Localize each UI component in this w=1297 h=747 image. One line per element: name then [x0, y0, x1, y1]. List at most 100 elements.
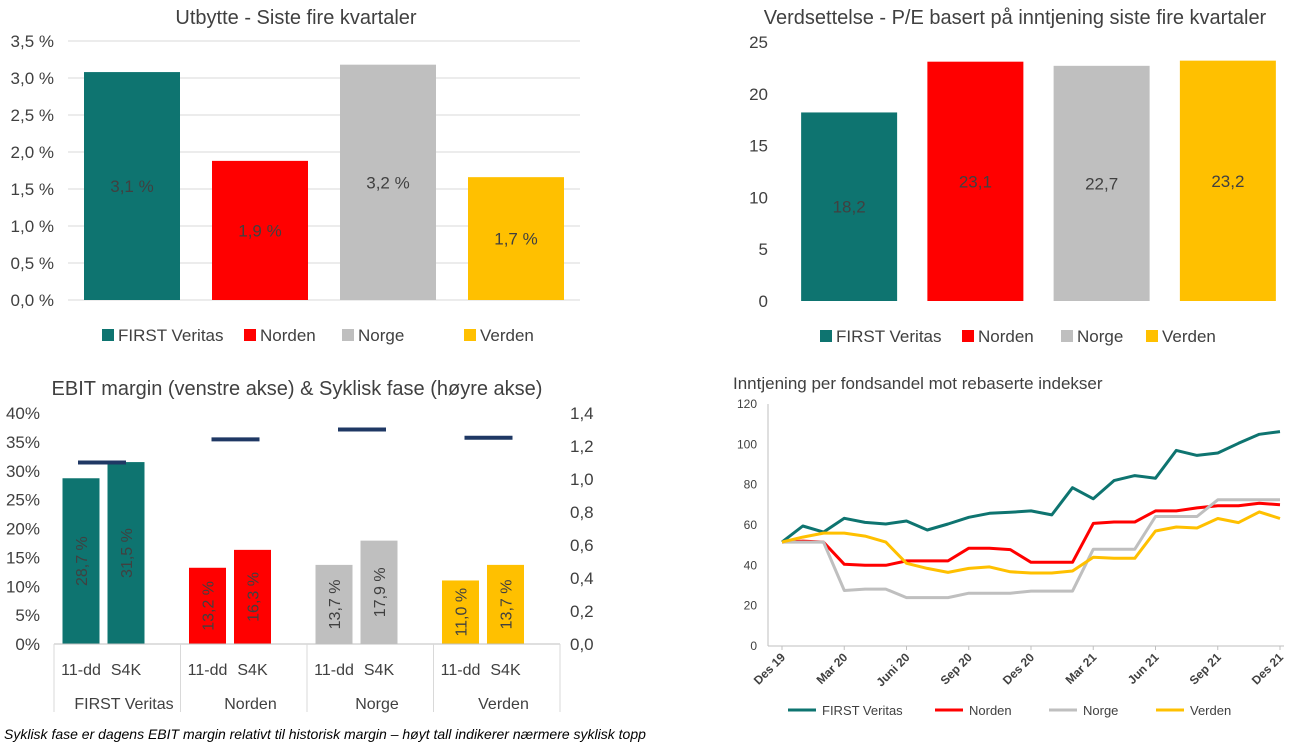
earnings-x-tick-label: Des 20 [1000, 650, 1037, 687]
ebit-data-label: 11,0 % [454, 588, 471, 637]
dividend-data-label: 3,1 % [110, 177, 153, 196]
dividend-legend-label: Norge [358, 326, 404, 345]
dividend-y-tick-label: 3,5 % [11, 32, 54, 51]
earnings-x-ticks: Des 19 Mar 20 Juni 20 Sep 20 Des 20 Mar 21 Jun… [751, 646, 1286, 689]
earnings-legend-label: Norden [969, 703, 1012, 718]
ebit-bar-verden-11-dd [442, 580, 479, 644]
earnings-x-tick-label: Mar 21 [1063, 650, 1100, 687]
ebit-y2-tick-label: 0,0 [570, 635, 594, 654]
ebit-y2-tick-label: 1,4 [570, 404, 594, 423]
pe-legend-label: Verden [1162, 327, 1216, 346]
ebit-y-tick-label: 40% [6, 404, 40, 423]
pe-legend-swatch-norden [962, 330, 974, 342]
dividend-legend-swatch-first-veritas [102, 329, 114, 341]
earnings-line-verden [781, 510, 1281, 575]
pe-y-tick-label: 10 [749, 188, 768, 207]
pe-y-tick-label: 25 [749, 33, 768, 52]
ebit-data-label: 31,5 % [119, 528, 136, 578]
ebit-group-label: Verden [478, 696, 529, 713]
ebit-bars: 28,7 % 31,5 % 13,2 % 16,3 % 13,7 % 17,9 % 11,0… [62, 462, 524, 644]
earnings-x-tick-label: Juni 20 [873, 650, 912, 689]
dividend-y-tick-label: 1,5 % [11, 180, 54, 199]
earnings-legend: FIRST Veritas Norden Norge Verden [788, 703, 1231, 718]
dividend-legend-swatch-norge [342, 329, 354, 341]
earnings-y-tick-label: 40 [744, 558, 758, 572]
pe-bar-norge [1053, 65, 1150, 301]
ebit-group-label: Norge [355, 696, 399, 713]
dividend-y-tick-label: 1,0 % [11, 217, 54, 236]
pe-data-label: 18,2 [833, 198, 866, 217]
ebit-y2-tick-label: 1,0 [570, 470, 594, 489]
ebit-subcategory-label: S4K [111, 662, 142, 679]
ebit-bar-norden-11-dd [189, 567, 226, 644]
earnings-y-tick-label: 0 [750, 639, 757, 653]
earnings-x-tick-label: Des 21 [1249, 650, 1286, 687]
earnings-x-tick-label: Mar 20 [814, 650, 851, 687]
ebit-right-y-ticks: 0,0 0,2 0,4 0,6 0,8 1,0 1,2 1,4 [570, 404, 594, 654]
ebit-bar-first-veritas-11-dd [62, 478, 100, 644]
ebit-chart: EBIT margin (venstre akse) & Syklisk fas… [6, 378, 594, 713]
ebit-bar-first-veritas-s4k [107, 462, 145, 644]
pe-data-label: 23,1 [959, 172, 992, 191]
earnings-axes [767, 404, 1284, 647]
pe-bars: 18,2 23,1 22,7 23,2 [801, 60, 1276, 302]
ebit-y-tick-label: 20% [6, 520, 40, 539]
ebit-group-label: FIRST Veritas [74, 696, 173, 713]
pe-legend-swatch-verden [1146, 330, 1158, 342]
pe-y-ticks: 0 5 10 15 20 25 [749, 33, 768, 311]
pe-legend-label: Norge [1077, 327, 1123, 346]
ebit-y-tick-label: 10% [6, 577, 40, 596]
ebit-data-label: 28,7 % [74, 536, 91, 586]
ebit-y-tick-label: 15% [6, 548, 40, 567]
earnings-legend-label: FIRST Veritas [822, 703, 903, 718]
dividend-bar-norge [340, 64, 436, 301]
ebit-data-label: 16,3 % [246, 572, 263, 622]
ebit-subcategory-label: S4K [237, 662, 268, 679]
ebit-bar-norge-s4k [360, 540, 398, 644]
dividend-data-label: 1,9 % [238, 221, 281, 240]
dividend-y-tick-label: 3,0 % [11, 69, 54, 88]
pe-legend: FIRST Veritas Norden Norge Verden [820, 327, 1216, 346]
pe-legend-label: FIRST Veritas [836, 327, 942, 346]
ebit-y2-tick-label: 0,6 [570, 536, 594, 555]
earnings-y-tick-label: 100 [737, 437, 757, 451]
pe-title: Verdsettelse - P/E basert på inntjening … [764, 7, 1267, 29]
ebit-title: EBIT margin (venstre akse) & Syklisk fas… [52, 378, 543, 400]
ebit-y-tick-label: 30% [6, 462, 40, 481]
footnote: Syklisk fase er dagens EBIT margin relat… [4, 726, 646, 742]
ebit-y2-tick-label: 0,8 [570, 503, 594, 522]
pe-bar-norden [927, 61, 1024, 302]
pe-data-label: 23,2 [1211, 172, 1244, 191]
pe-y-tick-label: 5 [759, 240, 768, 259]
dividend-bars: 3,1 % 1,9 % 3,2 % 1,7 % [84, 64, 564, 301]
earnings-y-tick-label: 60 [744, 518, 758, 532]
earnings-line-first-veritas [781, 430, 1281, 544]
dividend-legend-swatch-norden [244, 329, 256, 341]
ebit-y-tick-label: 25% [6, 491, 40, 510]
dividend-legend-label: Norden [260, 326, 316, 345]
earnings-y-ticks: 0 20 40 60 80 100 120 [737, 397, 757, 653]
ebit-bar-norge-11-dd [315, 564, 353, 644]
pe-chart: Verdsettelse - P/E basert på inntjening … [749, 7, 1276, 346]
dividend-y-tick-label: 0,5 % [11, 254, 54, 273]
ebit-subcategory-label: S4K [490, 662, 521, 679]
dividend-title: Utbytte - Siste fire kvartaler [175, 7, 417, 29]
earnings-legend-label: Verden [1190, 703, 1231, 718]
dividend-legend-swatch-verden [464, 329, 476, 341]
dividend-y-tick-label: 2,0 % [11, 143, 54, 162]
dividend-legend-label: Verden [480, 326, 534, 345]
earnings-legend-label: Norge [1083, 703, 1118, 718]
dividend-y-ticks: 0,0 % 0,5 % 1,0 % 1,5 % 2,0 % 2,5 % 3,0 % 3,5 % [11, 32, 54, 310]
dividend-bar-verden [468, 177, 564, 300]
ebit-subcategory-label: 11-dd [61, 662, 101, 679]
earnings-x-tick-label: Des 19 [751, 650, 788, 687]
pe-y-tick-label: 20 [749, 85, 768, 104]
dividend-data-label: 1,7 % [494, 230, 537, 249]
earnings-title: Inntjening per fondsandel mot rebaserte … [733, 374, 1103, 393]
dividend-legend: FIRST Veritas Norden Norge Verden [102, 326, 534, 345]
ebit-bar-norden-s4k [234, 549, 271, 644]
earnings-x-tick-label: Sep 20 [938, 650, 975, 687]
ebit-group-label: Norden [224, 696, 276, 713]
dividend-bar-norden [212, 160, 308, 300]
dividend-y-tick-label: 2,5 % [11, 106, 54, 125]
